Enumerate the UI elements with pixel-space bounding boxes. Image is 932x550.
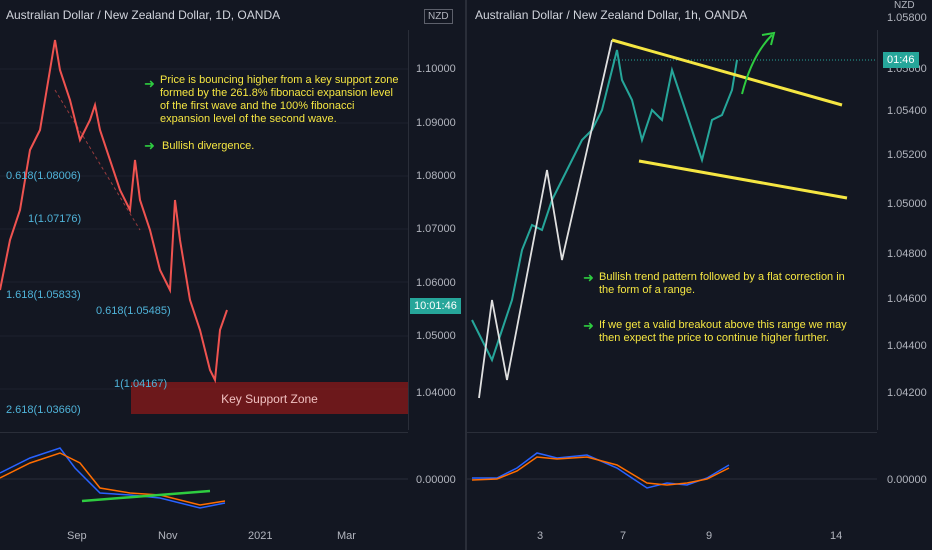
right-time-label: 9 xyxy=(706,530,713,542)
right-chart-pane[interactable]: Australian Dollar / New Zealand Dollar, … xyxy=(467,0,932,550)
fib-label-1: 0.618(1.08006) xyxy=(6,170,81,182)
left-currency-badge: NZD xyxy=(424,9,453,24)
right-price-chart xyxy=(471,31,877,399)
right-current-price-badge: 01:46 xyxy=(883,52,919,68)
right-price-label: 1.05200 xyxy=(887,149,927,161)
left-macd-label: 0.00000 xyxy=(416,474,456,486)
right-price-line xyxy=(471,49,738,363)
right-macd-panel xyxy=(467,432,877,489)
right-note-2: If we get a valid breakout above this ra… xyxy=(599,319,847,344)
left-time-label: Nov xyxy=(158,530,178,542)
left-price-label: 1.08000 xyxy=(416,170,456,182)
left-chart-pane[interactable]: Australian Dollar / New Zealand Dollar, … xyxy=(0,0,467,550)
right-chart-title: Australian Dollar / New Zealand Dollar, … xyxy=(475,8,748,22)
fib-label-5: 1(1.04167) xyxy=(114,378,168,390)
right-currency-label: NZD xyxy=(894,0,915,11)
key-support-zone xyxy=(131,382,408,414)
left-price-label: 1.10000 xyxy=(416,63,456,75)
left-price-label: 1.04000 xyxy=(416,387,456,399)
right-time-label: 3 xyxy=(537,530,544,542)
left-price-line xyxy=(0,39,228,384)
right-macd-label: 0.00000 xyxy=(887,474,927,486)
right-time-label: 7 xyxy=(620,530,627,542)
left-note-2: Bullish divergence. xyxy=(162,140,255,152)
breakout-arrow xyxy=(741,34,773,95)
arrow-icon: ➜ xyxy=(583,270,594,285)
fib-label-6: 2.618(1.03660) xyxy=(6,404,81,416)
fib-label-3: 1.618(1.05833) xyxy=(6,289,81,301)
right-price-label: 1.04400 xyxy=(887,340,927,352)
range-bottom-line xyxy=(638,159,848,200)
left-time-label: Mar xyxy=(337,530,356,542)
right-price-axis[interactable] xyxy=(877,30,932,430)
fib-wave-line xyxy=(54,89,141,231)
right-price-label: 1.05400 xyxy=(887,105,927,117)
fib-label-2: 1(1.07176) xyxy=(28,213,82,225)
right-price-label: 1.04600 xyxy=(887,293,927,305)
left-chart-title: Australian Dollar / New Zealand Dollar, … xyxy=(6,8,281,22)
right-price-label: 1.05000 xyxy=(887,198,927,210)
left-price-axis[interactable] xyxy=(408,30,464,430)
left-price-label: 1.05000 xyxy=(416,330,456,342)
arrow-icon: ➜ xyxy=(144,138,155,153)
right-price-label: 1.04800 xyxy=(887,248,927,260)
divergence-line xyxy=(81,489,211,503)
wave-count-line xyxy=(478,39,613,399)
range-top-line xyxy=(611,38,843,107)
left-time-label: 2021 xyxy=(248,530,273,542)
left-price-label: 1.09000 xyxy=(416,117,456,129)
right-price-label: 1.04200 xyxy=(887,387,927,399)
fib-label-4: 0.618(1.05485) xyxy=(96,305,171,317)
key-support-zone-label: Key Support Zone xyxy=(221,392,318,406)
left-gridlines xyxy=(0,68,408,390)
right-price-label: 1.05800 xyxy=(887,12,927,24)
left-note-1: Price is bouncing higher from a key supp… xyxy=(160,74,399,125)
arrow-icon: ➜ xyxy=(583,318,594,333)
left-price-label: 1.07000 xyxy=(416,223,456,235)
left-time-label: Sep xyxy=(67,530,87,542)
right-time-label: 14 xyxy=(830,530,843,542)
left-current-price-badge: 10:01:46 xyxy=(410,298,461,314)
left-price-chart xyxy=(0,39,408,414)
left-price-label: 1.06000 xyxy=(416,277,456,289)
arrow-icon: ➜ xyxy=(144,76,155,91)
right-note-1: Bullish trend pattern followed by a flat… xyxy=(599,271,845,296)
left-macd-panel xyxy=(0,432,408,509)
